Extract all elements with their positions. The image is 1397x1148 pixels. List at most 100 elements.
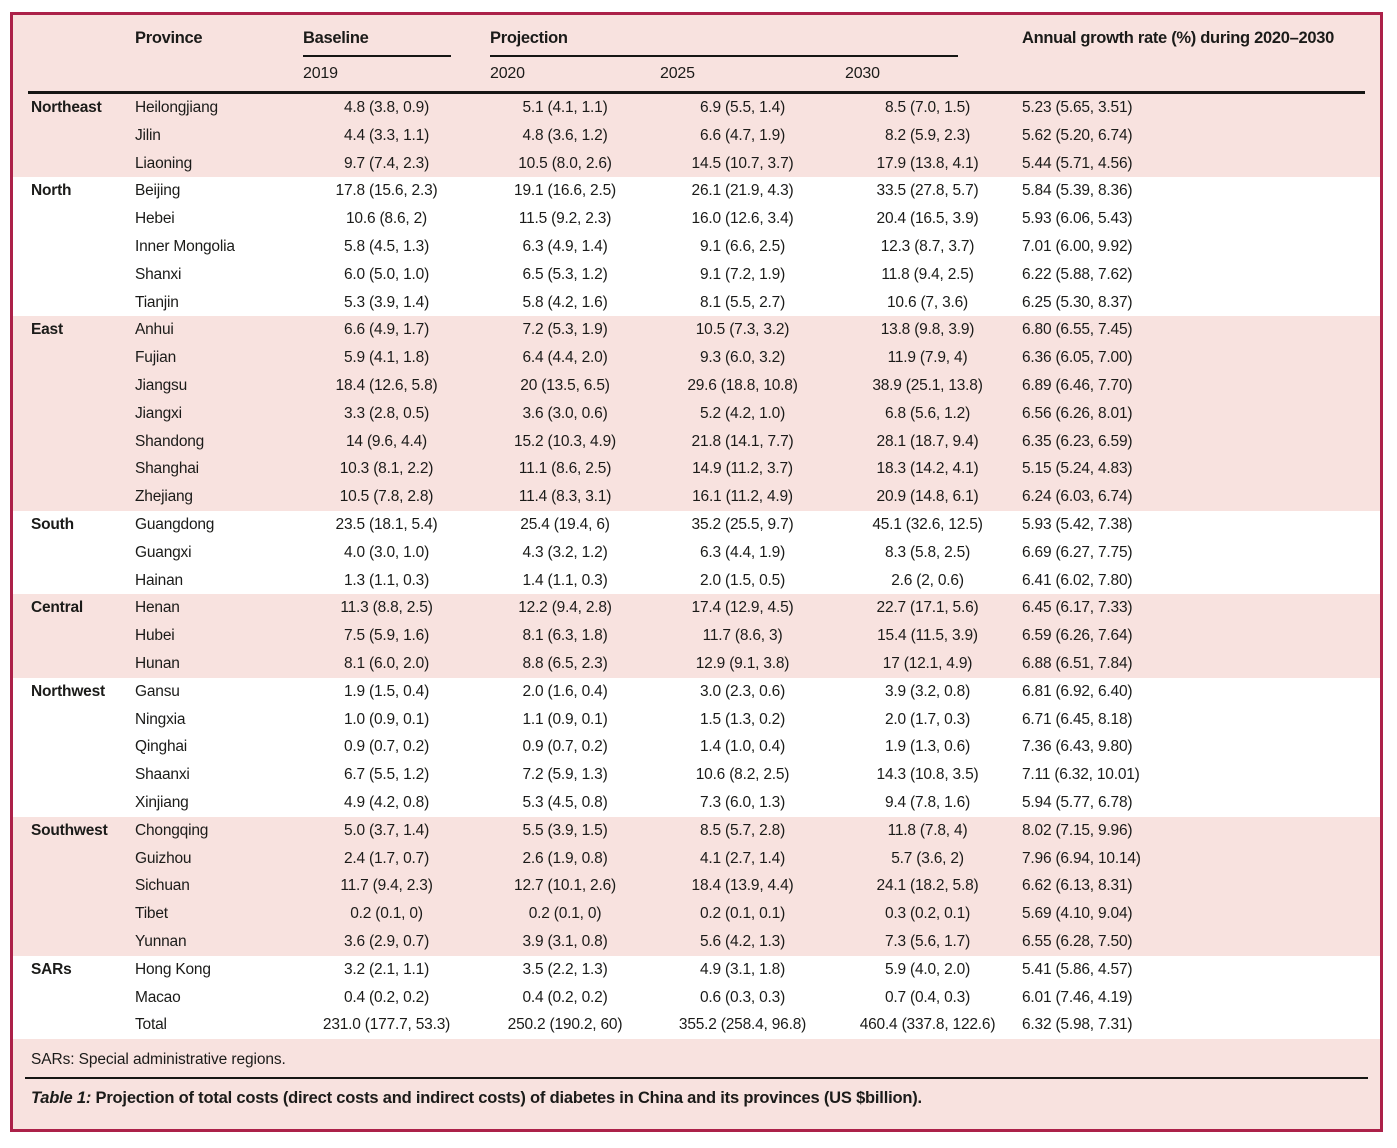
region-cell — [13, 150, 135, 178]
province-cell: Xinjiang — [135, 793, 189, 811]
province-cell: Ningxia — [135, 710, 186, 728]
projection-2025-cell: 0.2 (0.1, 0.1) — [699, 905, 786, 923]
projection-2020-cell: 20 (13.5, 6.5) — [520, 376, 610, 394]
projection-2020-cell: 6.5 (5.3, 1.2) — [522, 265, 608, 283]
baseline-2019-cell: 1.9 (1.5, 0.4) — [343, 682, 430, 700]
province-cell: Liaoning — [135, 154, 193, 172]
baseline-2019-cell: 6.0 (5.0, 1.0) — [343, 265, 430, 283]
baseline-2019-cell: 5.9 (4.1, 1.8) — [343, 349, 430, 367]
table-row: Total 231.0 (177.7, 53.3) 250.2 (190.2, 60… — [13, 1011, 1380, 1039]
projection-2030-cell: 13.8 (9.8, 3.9) — [880, 321, 975, 339]
projection-2025-cell: 16.1 (11.2, 4.9) — [692, 488, 793, 506]
table-row: Guizhou 2.4 (1.7, 0.7) 2.6 (1.9, 0.8) 4.1 (… — [13, 845, 1380, 873]
projection-2025-cell: 21.8 (14.1, 7.7) — [691, 432, 794, 450]
region-cell: North — [31, 182, 72, 200]
projection-2020-cell: 3.9 (3.1, 0.8) — [522, 932, 608, 950]
projection-2030-cell: 15.4 (11.5, 3.9) — [877, 627, 978, 645]
province-cell: Guangxi — [135, 543, 192, 561]
projection-2025-cell: 17.4 (12.9, 4.5) — [691, 599, 794, 617]
growth-rate-cell: 6.69 (6.27, 7.75) — [1022, 543, 1133, 561]
projection-2020-cell: 12.7 (10.1, 2.6) — [514, 877, 616, 895]
growth-rate-cell: 5.15 (5.24, 4.83) — [1022, 460, 1133, 478]
province-cell: Chongqing — [135, 821, 209, 839]
region-cell — [13, 872, 135, 900]
province-cell: Jiangsu — [135, 376, 188, 394]
region-cell — [13, 400, 135, 428]
region-cell — [13, 372, 135, 400]
province-cell: Macao — [135, 988, 181, 1006]
projection-2030-cell: 45.1 (32.6, 12.5) — [872, 515, 983, 533]
growth-rate-cell: 6.36 (6.05, 7.00) — [1022, 349, 1133, 367]
projection-2020-cell: 2.0 (1.6, 0.4) — [522, 682, 608, 700]
table-row: Northeast Heilongjiang 4.8 (3.8, 0.9) 5.1 (… — [13, 94, 1380, 122]
projection-2020-cell: 6.3 (4.9, 1.4) — [522, 237, 608, 255]
region-cell — [13, 984, 135, 1012]
table-header-groups: Province Baseline Projection Annual grow… — [13, 15, 1380, 57]
projection-2020-cell: 11.5 (9.2, 2.3) — [518, 210, 612, 228]
projection-2020-cell: 5.8 (4.2, 1.6) — [522, 293, 608, 311]
province-cell: Tibet — [135, 905, 168, 923]
baseline-2019-cell: 4.0 (3.0, 1.0) — [343, 543, 430, 561]
region-cell — [13, 344, 135, 372]
growth-rate-cell: 6.45 (6.17, 7.33) — [1022, 599, 1133, 617]
baseline-2019-cell: 4.8 (3.8, 0.9) — [343, 99, 430, 116]
table-row: Hubei 7.5 (5.9, 1.6) 8.1 (6.3, 1.8) 11.7 (8… — [13, 622, 1380, 650]
projection-2025-cell: 7.3 (6.0, 1.3) — [699, 793, 786, 811]
table-row: Shaanxi 6.7 (5.5, 1.2) 7.2 (5.9, 1.3) 10.6 … — [13, 761, 1380, 789]
table-row: Xinjiang 4.9 (4.2, 0.8) 5.3 (4.5, 0.8) 7.3 … — [13, 789, 1380, 817]
projection-2020-cell: 1.1 (0.9, 0.1) — [522, 710, 608, 728]
projection-2020-cell: 6.4 (4.4, 2.0) — [522, 349, 608, 367]
baseline-2019-cell: 2.4 (1.7, 0.7) — [343, 849, 430, 867]
region-band: North Beijing 17.8 (15.6, 2.3) 19.1 (16.6, … — [13, 177, 1380, 317]
region-cell: Northeast — [31, 99, 102, 116]
projection-2025-cell: 6.9 (5.5, 1.4) — [699, 99, 786, 116]
projection-2030-cell: 0.3 (0.2, 0.1) — [884, 905, 971, 923]
projection-2030-cell: 38.9 (25.1, 13.8) — [872, 376, 983, 394]
province-cell: Hubei — [135, 627, 175, 645]
year-header-2020: 2020 — [490, 65, 525, 82]
table-row: Inner Mongolia 5.8 (4.5, 1.3) 6.3 (4.9, 1.… — [13, 233, 1380, 261]
baseline-2019-cell: 18.4 (12.6, 5.8) — [335, 376, 438, 394]
projection-2030-cell: 6.8 (5.6, 1.2) — [884, 404, 971, 422]
region-cell: Southwest — [31, 821, 108, 839]
projection-2025-cell: 5.2 (4.2, 1.0) — [699, 404, 786, 422]
baseline-2019-cell: 10.3 (8.1, 2.2) — [339, 460, 434, 478]
projection-2025-cell: 1.5 (1.3, 0.2) — [699, 710, 786, 728]
baseline-2019-cell: 0.9 (0.7, 0.2) — [343, 738, 430, 756]
table-row: Southwest Chongqing 5.0 (3.7, 1.4) 5.5 (3.9… — [13, 817, 1380, 845]
growth-rate-cell: 6.88 (6.51, 7.84) — [1022, 654, 1133, 672]
baseline-2019-cell: 5.0 (3.7, 1.4) — [343, 821, 430, 839]
projection-2020-cell: 12.2 (9.4, 2.8) — [518, 599, 612, 617]
region-band: SARs Hong Kong 3.2 (2.1, 1.1) 3.5 (2.2, 1.3… — [13, 955, 1380, 1040]
region-band: South Guangdong 23.5 (18.1, 5.4) 25.4 (19.4… — [13, 510, 1380, 595]
year-header-2030: 2030 — [845, 65, 880, 82]
baseline-2019-cell: 5.8 (4.5, 1.3) — [343, 237, 430, 255]
growth-rate-cell: 6.41 (6.02, 7.80) — [1022, 571, 1133, 589]
projection-2030-cell: 11.9 (7.9, 4) — [887, 349, 968, 367]
projection-2030-cell: 9.4 (7.8, 1.6) — [884, 793, 971, 811]
growth-rate-cell: 6.56 (6.26, 8.01) — [1022, 404, 1133, 422]
province-cell: Shandong — [135, 432, 205, 450]
caption-text: Projection of total costs (direct costs … — [91, 1089, 923, 1108]
projection-2025-cell: 0.6 (0.3, 0.3) — [699, 988, 786, 1006]
projection-2025-cell: 9.1 (7.2, 1.9) — [699, 265, 786, 283]
province-cell: Zhejiang — [135, 488, 193, 506]
growth-rate-cell: 6.59 (6.26, 7.64) — [1022, 627, 1133, 645]
projection-2020-cell: 10.5 (8.0, 2.6) — [518, 154, 612, 172]
province-cell: Shanxi — [135, 265, 182, 283]
region-cell — [13, 706, 135, 734]
table1-panel: Province Baseline Projection Annual grow… — [10, 12, 1383, 1132]
region-cell: South — [31, 515, 74, 533]
growth-rate-cell: 6.35 (6.23, 6.59) — [1022, 432, 1133, 450]
province-cell: Guizhou — [135, 849, 192, 867]
projection-2030-cell: 10.6 (7, 3.6) — [887, 293, 968, 311]
projection-2025-cell: 10.6 (8.2, 2.5) — [695, 766, 790, 784]
projection-2020-cell: 8.1 (6.3, 1.8) — [522, 627, 608, 645]
region-band: Southwest Chongqing 5.0 (3.7, 1.4) 5.5 (3.9… — [13, 817, 1380, 956]
projection-2025-cell: 9.1 (6.6, 2.5) — [699, 237, 786, 255]
projection-2030-cell: 11.8 (9.4, 2.5) — [881, 265, 974, 283]
baseline-2019-cell: 14 (9.6, 4.4) — [346, 432, 427, 450]
projection-2020-cell: 0.9 (0.7, 0.2) — [522, 738, 608, 756]
projection-2030-cell: 12.3 (8.7, 3.7) — [880, 237, 975, 255]
projection-2025-cell: 2.0 (1.5, 0.5) — [699, 571, 786, 589]
